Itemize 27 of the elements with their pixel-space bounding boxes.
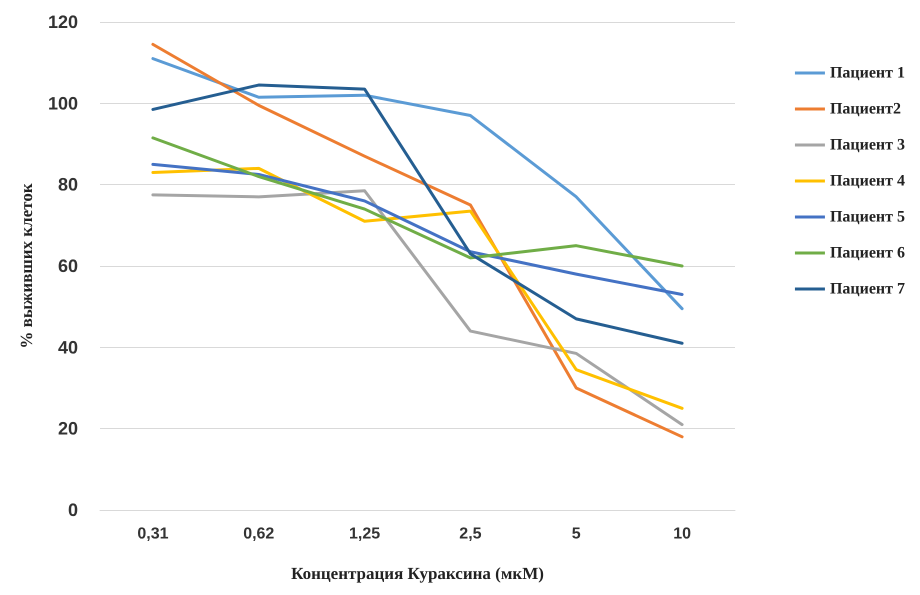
y-tick-label: 0 bbox=[68, 500, 78, 520]
legend-label: Пациент 5 bbox=[830, 208, 905, 226]
line-series bbox=[151, 84, 684, 345]
x-tick-label: 5 bbox=[572, 526, 581, 542]
y-tick-label: 100 bbox=[48, 93, 78, 114]
line-series bbox=[151, 42, 684, 438]
x-tick-label: 0,62 bbox=[243, 526, 274, 542]
line-series bbox=[151, 57, 684, 310]
x-tick-label: 1,25 bbox=[349, 526, 380, 542]
y-tick-label: 60 bbox=[58, 256, 78, 276]
line-series bbox=[151, 136, 684, 268]
legend-label: Пациент 4 bbox=[830, 172, 905, 190]
x-tick-label: 0,31 bbox=[137, 526, 169, 542]
legend-label: Пациент 3 bbox=[830, 136, 905, 154]
y-axis-title: % выживших клеток bbox=[17, 183, 36, 349]
legend-label: Пациент 7 bbox=[830, 280, 905, 298]
legend-label: Пациент 6 bbox=[830, 244, 905, 262]
x-tick-label: 2,5 bbox=[459, 526, 482, 542]
y-tick-label: 120 bbox=[48, 12, 78, 32]
y-tick-label: 20 bbox=[58, 418, 78, 439]
legend-label: Пациент2 bbox=[830, 100, 901, 118]
legend-label: Пациент 1 bbox=[830, 64, 905, 82]
line-series bbox=[151, 162, 684, 296]
y-tick-label: 40 bbox=[58, 337, 78, 358]
x-tick-label: 10 bbox=[673, 526, 692, 542]
x-axis-title: Концентрация Кураксина (мкМ) bbox=[291, 564, 544, 583]
y-tick-label: 80 bbox=[58, 174, 78, 195]
